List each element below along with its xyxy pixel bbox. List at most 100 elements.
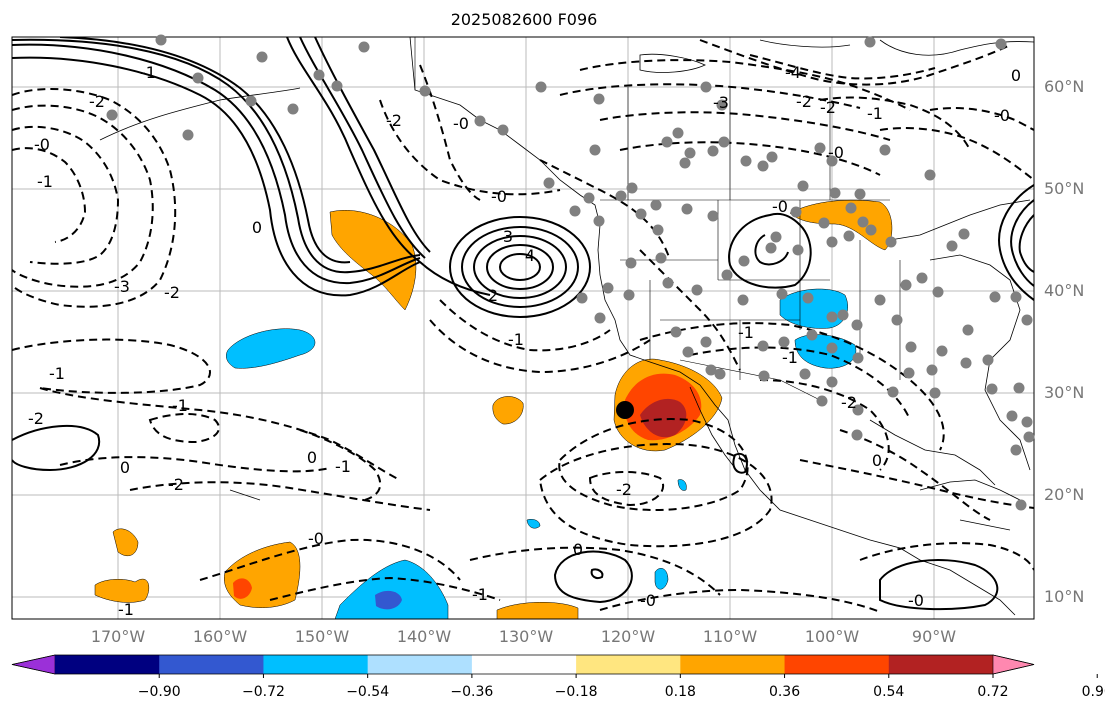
- longitude-label: 160°W: [192, 627, 248, 646]
- contour-label: -1: [118, 600, 134, 619]
- station-dot: [758, 370, 770, 382]
- contour-label: -0: [828, 143, 844, 162]
- station-dot: [662, 277, 674, 289]
- station-dot: [874, 294, 886, 306]
- contour-label: 0: [1011, 66, 1021, 85]
- contour-label: 0: [872, 451, 882, 470]
- contour-label: -0: [491, 187, 507, 206]
- colorbar-segment: [367, 655, 473, 674]
- station-dot: [929, 387, 941, 399]
- station-dot: [1021, 314, 1033, 326]
- station-dot: [737, 294, 749, 306]
- station-dot: [845, 202, 857, 214]
- longitude-label: 110°W: [702, 627, 758, 646]
- station-dot: [829, 187, 841, 199]
- contour-label: -0: [772, 197, 788, 216]
- station-dot: [650, 199, 662, 211]
- station-dot: [1021, 416, 1033, 428]
- station-dot: [182, 129, 194, 141]
- contour-label: 3: [503, 227, 513, 246]
- colorbar-tick-label: −0.90: [137, 684, 181, 700]
- station-dot: [1015, 499, 1027, 511]
- contour-label: -2: [164, 283, 180, 302]
- contours-negative: [12, 39, 1034, 613]
- station-dot: [797, 180, 809, 192]
- colorbar-segment: [159, 655, 264, 674]
- contour-label: 0: [120, 458, 130, 477]
- station-dot: [891, 314, 903, 326]
- colorbar-tick-label: 0.90: [1081, 684, 1105, 700]
- station-dot: [887, 386, 899, 398]
- station-dot: [926, 364, 938, 376]
- station-dot: [995, 38, 1007, 50]
- station-dot: [635, 208, 647, 220]
- station-dot: [593, 215, 605, 227]
- station-dot: [681, 203, 693, 215]
- station-dot: [818, 217, 830, 229]
- map-field: [12, 37, 1034, 619]
- station-dot: [765, 242, 777, 254]
- station-dot: [543, 177, 555, 189]
- station-dot: [623, 289, 635, 301]
- station-dot: [857, 216, 869, 228]
- station-dot: [583, 192, 595, 204]
- station-dot: [256, 51, 268, 63]
- contour-label: -1: [37, 172, 53, 191]
- station-dot: [721, 269, 733, 281]
- colorbar-segment: [263, 655, 369, 674]
- station-dot: [700, 81, 712, 93]
- station-dot: [593, 93, 605, 105]
- contour-label: -2: [616, 480, 632, 499]
- contour-label: -2: [28, 409, 44, 428]
- station-dot: [826, 311, 838, 323]
- station-dot: [806, 329, 818, 341]
- contour-label: -1: [172, 396, 188, 415]
- station-dot: [1006, 410, 1018, 422]
- station-dot: [287, 103, 299, 115]
- station-dot: [778, 336, 790, 348]
- station-dot: [792, 244, 804, 256]
- highlight-location-marker: [616, 401, 634, 419]
- latitude-label: 10°N: [1044, 587, 1085, 606]
- contour-label: -2: [841, 393, 857, 412]
- station-dot: [718, 136, 730, 148]
- station-dot: [419, 85, 431, 97]
- station-dot: [672, 127, 684, 139]
- station-dot: [851, 429, 863, 441]
- station-dot: [602, 282, 614, 294]
- station-dot: [707, 210, 719, 222]
- station-dot: [932, 286, 944, 298]
- contour-label: -1: [140, 63, 156, 82]
- colorbar-segment: [576, 655, 681, 674]
- station-dot: [865, 224, 877, 236]
- longitude-label: 120°W: [600, 627, 656, 646]
- contour-label-layer: 0 -1 -2 -3 34 2 -0 0 -1 -2 0 -1 -0 -1 -4 -3 -2 -2 -1 -0 0 -0 -…: [28, 63, 1021, 619]
- station-dot: [776, 288, 788, 300]
- contour-label: 0: [307, 448, 317, 467]
- station-dot: [885, 236, 897, 248]
- station-dot: [192, 72, 204, 84]
- station-dot: [589, 144, 601, 156]
- station-dot: [826, 236, 838, 248]
- station-dot: [852, 404, 864, 416]
- colorbar-tick-label: 0.54: [873, 684, 905, 700]
- colorbar-tick-label: 0.18: [664, 684, 696, 700]
- contour-label: -1: [738, 323, 754, 342]
- station-dot: [826, 155, 838, 167]
- contour-label: -2: [386, 111, 402, 130]
- station-dot: [982, 354, 994, 366]
- station-dot: [331, 80, 343, 92]
- contour-label: -2: [89, 92, 105, 111]
- longitude-label: 170°W: [90, 627, 146, 646]
- station-dot: [313, 69, 325, 81]
- contour-label: 0: [573, 540, 583, 559]
- contour-label: 2: [488, 286, 498, 305]
- longitude-label: 90°W: [911, 627, 957, 646]
- station-dot: [900, 279, 912, 291]
- station-dot: [700, 336, 712, 348]
- contour-label: -1: [472, 585, 488, 604]
- station-dot: [670, 326, 682, 338]
- station-dot: [716, 99, 728, 111]
- station-dot: [474, 115, 486, 127]
